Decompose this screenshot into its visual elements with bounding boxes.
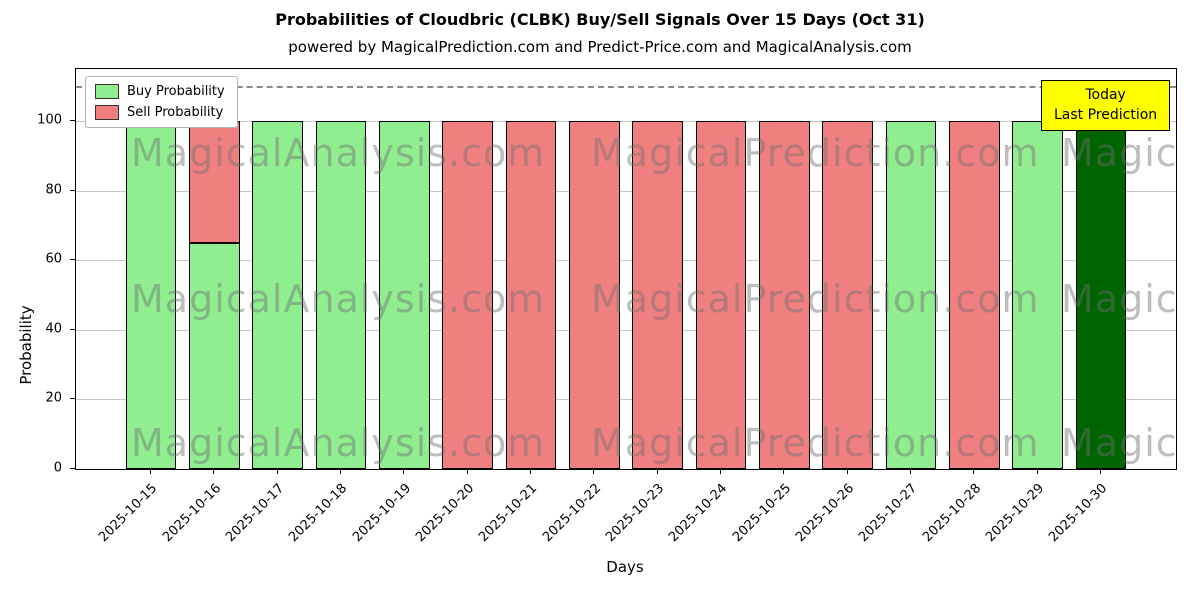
x-tick-mark (973, 469, 975, 474)
x-tick-label-2025-10-24: 2025-10-24 (666, 481, 731, 546)
gridline-60 (76, 260, 1176, 262)
x-tick-label-2025-10-17: 2025-10-17 (223, 481, 288, 546)
y-tick-label-60: 60 (45, 251, 62, 267)
bar-2025-10-20-sell (442, 121, 493, 469)
x-tick-label-2025-10-21: 2025-10-21 (476, 481, 541, 546)
y-tick-mark (70, 398, 75, 400)
x-tick-label-2025-10-15: 2025-10-15 (96, 481, 161, 546)
x-tick-mark (530, 469, 531, 474)
x-tick-mark (213, 469, 215, 474)
watermark-text: MagicalPrediction.com (591, 421, 1040, 465)
bar-2025-10-16-buy (189, 242, 240, 469)
legend-label-sell: Sell Probability (127, 105, 224, 120)
y-tick-label-20: 20 (45, 390, 62, 406)
watermark-text: MagicalAnalysis.com (131, 277, 546, 321)
watermark-text: MagicalAnalysis.com (1061, 421, 1177, 465)
plot-area: MagicalAnalysis.com MagicalPrediction.com… (75, 68, 1177, 470)
legend-label-buy: Buy Probability (127, 84, 225, 99)
annotation-line-today: Today (1085, 87, 1126, 103)
x-tick-label-2025-10-27: 2025-10-27 (856, 481, 921, 546)
dashed-threshold-line (76, 86, 1176, 89)
y-tick-mark (70, 120, 75, 122)
x-tick-label-2025-10-28: 2025-10-28 (919, 481, 984, 546)
today-annotation: Today Last Prediction (1041, 80, 1171, 131)
gridline-80 (76, 190, 1176, 192)
y-tick-mark (70, 468, 75, 469)
x-tick-mark (1100, 469, 1101, 474)
gridline-40 (76, 329, 1176, 331)
bar-2025-10-27-buy (885, 121, 937, 469)
y-tick-label-0: 0 (53, 460, 62, 476)
legend-item-sell: Sell Probability (95, 105, 225, 120)
legend: Buy Probability Sell Probability (85, 76, 238, 128)
x-axis-label: Days (606, 558, 644, 576)
bar-2025-10-18-buy (315, 121, 367, 469)
y-tick-mark (70, 259, 75, 261)
watermark-text: MagicalAnalysis.com (131, 131, 546, 175)
bar-2025-10-28-sell (949, 121, 1000, 469)
watermark-text: MagicalPrediction.com (591, 277, 1040, 321)
x-tick-mark (403, 469, 405, 474)
x-tick-mark (276, 469, 278, 474)
buy-probability-swatch (95, 84, 119, 99)
x-tick-label-2025-10-23: 2025-10-23 (603, 481, 668, 546)
x-tick-label-2025-10-25: 2025-10-25 (729, 481, 794, 546)
watermark-text: MagicalAnalysis.com (131, 421, 546, 465)
bar-2025-10-29-buy (1012, 121, 1063, 469)
x-tick-mark (910, 469, 911, 474)
x-tick-mark (466, 469, 468, 474)
bar-2025-10-21-sell (505, 121, 557, 469)
x-tick-label-2025-10-18: 2025-10-18 (286, 481, 351, 546)
chart-title: Probabilities of Cloudbric (CLBK) Buy/Se… (275, 10, 925, 29)
y-tick-label-100: 100 (37, 112, 62, 128)
y-tick-mark (70, 189, 75, 191)
x-tick-label-2025-10-29: 2025-10-29 (983, 481, 1048, 546)
x-tick-mark (720, 469, 721, 474)
x-axis: 2025-10-15 2025-10-16 2025-10-17 2025-10-18… (75, 469, 1175, 569)
bar-2025-10-24-sell (695, 121, 747, 469)
watermark-text: MagicalAnalysis.com (1061, 131, 1177, 175)
x-tick-mark (656, 469, 658, 474)
y-axis-label: Probability (17, 305, 35, 385)
bar-2025-10-17-buy (252, 121, 303, 469)
bar-2025-10-19-buy (379, 121, 430, 469)
x-tick-label-2025-10-19: 2025-10-19 (349, 481, 414, 546)
x-tick-mark (783, 469, 785, 474)
gridline-100 (76, 121, 1176, 123)
x-tick-label-2025-10-30: 2025-10-30 (1046, 481, 1111, 546)
x-tick-label-2025-10-16: 2025-10-16 (159, 481, 224, 546)
x-tick-mark (846, 469, 848, 474)
y-tick-label-40: 40 (45, 321, 62, 337)
x-tick-mark (593, 469, 595, 474)
legend-item-buy: Buy Probability (95, 84, 225, 99)
chart-subtitle: powered by MagicalPrediction.com and Pre… (288, 38, 912, 56)
x-tick-label-2025-10-20: 2025-10-20 (413, 481, 478, 546)
bar-2025-10-23-sell (632, 121, 683, 469)
x-tick-mark (340, 469, 341, 474)
bar-2025-10-26-sell (822, 121, 873, 469)
x-tick-mark (150, 469, 151, 474)
y-tick-label-80: 80 (45, 182, 62, 198)
annotation-line-last-prediction: Last Prediction (1054, 107, 1158, 124)
x-tick-mark (1036, 469, 1038, 474)
y-tick-mark (70, 328, 75, 330)
bar-2025-10-25-sell (759, 121, 810, 469)
x-tick-label-2025-10-22: 2025-10-22 (539, 481, 604, 546)
gridline-20 (76, 399, 1176, 401)
watermark-text: MagicalAnalysis.com (1061, 277, 1177, 321)
bar-2025-10-22-sell (569, 121, 620, 469)
y-axis: Probability 0 20 40 60 80 100 (0, 68, 75, 476)
x-tick-label-2025-10-26: 2025-10-26 (793, 481, 858, 546)
sell-probability-swatch (95, 105, 119, 120)
watermark-text: MagicalPrediction.com (591, 131, 1040, 175)
